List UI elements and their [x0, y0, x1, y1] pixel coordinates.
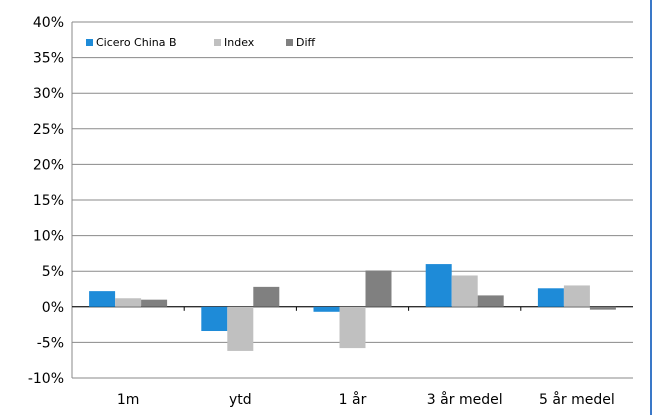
- x-tick-labels: 1m ytd 1 år 3 år medel 5 år medel: [117, 391, 615, 408]
- y-tick-label: -10%: [28, 371, 64, 387]
- y-tick-label: 10%: [33, 229, 64, 245]
- x-tick-label: 1 år: [339, 391, 367, 408]
- y-tick-label: 30%: [33, 86, 64, 102]
- bar-cicero-china-b-3: [425, 264, 452, 307]
- bar-diff-4: [589, 306, 616, 310]
- bar-cicero-china-b-2: [313, 306, 340, 312]
- y-tick-label: 25%: [33, 122, 64, 138]
- bar-index-0: [115, 298, 142, 307]
- bar-diff-0: [141, 299, 168, 307]
- bar-cicero-china-b-0: [89, 291, 116, 307]
- y-tick-labels: 40% 35% 30% 25% 20% 15% 10% 5% 0% -5% -10%: [28, 15, 64, 387]
- legend-label: Diff: [296, 36, 316, 49]
- y-tick-label: 5%: [42, 264, 64, 280]
- x-tick-label: 5 år medel: [539, 391, 615, 408]
- bar-cicero-china-b-4: [537, 288, 564, 307]
- bar-diff-2: [365, 270, 392, 307]
- bar-index-4: [563, 285, 590, 307]
- bar-index-2: [339, 306, 366, 349]
- y-tick-label: 20%: [33, 157, 64, 173]
- frame-border: [650, 0, 652, 415]
- bar-diff-1: [253, 286, 280, 307]
- legend-swatch: [86, 39, 93, 46]
- legend-label: Cicero China B: [96, 36, 177, 49]
- x-tick-label: 3 år medel: [427, 391, 503, 408]
- bar-index-1: [227, 306, 254, 351]
- x-tick-label: ytd: [229, 392, 252, 408]
- bars: [89, 264, 616, 351]
- y-tick-label: 15%: [33, 193, 64, 209]
- bar-index-3: [451, 275, 478, 307]
- y-tick-label: 0%: [42, 300, 64, 316]
- y-tick-label: 40%: [33, 15, 64, 31]
- x-tick-label: 1m: [117, 392, 140, 408]
- bar-diff-3: [477, 295, 504, 307]
- bar-cicero-china-b-1: [201, 306, 228, 332]
- legend: Cicero China B Index Diff: [86, 36, 316, 49]
- legend-label: Index: [224, 36, 255, 49]
- y-tick-label: 35%: [33, 51, 64, 67]
- legend-swatch: [214, 39, 221, 46]
- legend-swatch: [286, 39, 293, 46]
- y-tick-label: -5%: [37, 335, 64, 351]
